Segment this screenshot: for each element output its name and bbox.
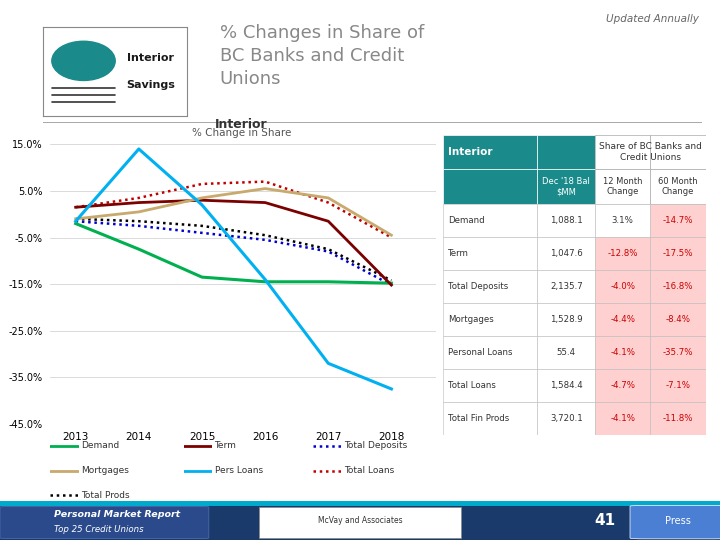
Text: 1,584.4: 1,584.4 [550,381,582,390]
Bar [537,402,595,435]
Text: -14.7%: -14.7% [662,216,693,225]
Text: 55.4: 55.4 [557,348,576,357]
Bar [595,170,650,204]
Text: Interior: Interior [127,53,174,63]
Text: 2,135.7: 2,135.7 [550,282,582,291]
Bar [537,204,595,237]
Text: -8.4%: -8.4% [665,315,690,324]
Text: Share of BC Banks and
Credit Unions: Share of BC Banks and Credit Unions [599,143,702,162]
Text: -4.0%: -4.0% [611,282,635,291]
Bar [650,270,706,303]
Text: 3,720.1: 3,720.1 [550,414,582,423]
Text: -12.8%: -12.8% [608,249,638,258]
Text: 3.1%: 3.1% [612,216,634,225]
Text: -4.4%: -4.4% [611,315,635,324]
Bar [537,270,595,303]
Bar [595,135,650,170]
Text: -4.1%: -4.1% [611,348,635,357]
Text: Pers Loans: Pers Loans [215,467,263,475]
Bar [650,170,706,204]
Text: 1,088.1: 1,088.1 [550,216,582,225]
Text: Top 25 Credit Unions: Top 25 Credit Unions [54,525,143,534]
Bar [443,369,537,402]
Text: Personal Market Report: Personal Market Report [54,510,180,519]
Text: Press: Press [665,516,691,525]
Text: Term: Term [448,249,469,258]
Bar [443,170,537,204]
Text: 60 Month
Change: 60 Month Change [658,177,698,197]
Text: -11.8%: -11.8% [662,414,693,423]
FancyBboxPatch shape [259,507,461,538]
FancyBboxPatch shape [0,507,209,538]
Bar [443,303,537,336]
Bar [650,336,706,369]
Text: Total Loans: Total Loans [344,467,395,475]
Bar [537,135,595,170]
Text: Updated Annually: Updated Annually [606,14,698,24]
Bar [443,336,537,369]
Text: 12 Month
Change: 12 Month Change [603,177,642,197]
Text: Mortgages: Mortgages [81,467,129,475]
Text: Interior: Interior [215,118,268,131]
Text: Personal Loans: Personal Loans [448,348,513,357]
Bar [595,303,650,336]
Text: -4.1%: -4.1% [611,414,635,423]
Bar [595,336,650,369]
Text: Total Loans: Total Loans [448,381,496,390]
Bar [595,369,650,402]
Text: Total Prods: Total Prods [81,491,130,500]
Bar [650,135,706,170]
Text: 41: 41 [594,513,616,528]
Bar [537,303,595,336]
Text: Demand: Demand [448,216,485,225]
Text: 1,047.6: 1,047.6 [550,249,582,258]
Bar [650,204,706,237]
Bar [595,204,650,237]
Bar [595,402,650,435]
Text: 1,528.9: 1,528.9 [550,315,582,324]
Bar [537,237,595,270]
Text: McVay and Associates: McVay and Associates [318,516,402,525]
Text: Total Deposits: Total Deposits [344,441,408,450]
Bar [650,237,706,270]
Bar [595,237,650,270]
Bar [537,369,595,402]
Bar [595,270,650,303]
Text: Term: Term [215,441,236,450]
Bar [443,237,537,270]
Text: -7.1%: -7.1% [665,381,690,390]
Text: -4.7%: -4.7% [611,381,635,390]
Bar [443,402,537,435]
Text: Total Fin Prods: Total Fin Prods [448,414,509,423]
Text: Total Deposits: Total Deposits [448,282,508,291]
FancyBboxPatch shape [630,505,720,539]
Text: % Change in Share: % Change in Share [192,127,291,138]
Bar [443,204,537,237]
Text: Interior: Interior [448,147,492,157]
Circle shape [52,41,115,80]
Text: -17.5%: -17.5% [662,249,693,258]
Bar [650,303,706,336]
Text: -16.8%: -16.8% [662,282,693,291]
Bar [650,369,706,402]
Text: % Changes in Share of
BC Banks and Credit
Unions: % Changes in Share of BC Banks and Credi… [220,24,424,88]
Bar [443,270,537,303]
Bar [650,402,706,435]
Bar [0,501,720,506]
Text: Dec '18 Bal
$MM: Dec '18 Bal $MM [542,177,590,197]
Bar [537,170,595,204]
Text: Demand: Demand [81,441,120,450]
Text: -35.7%: -35.7% [662,348,693,357]
Text: Mortgages: Mortgages [448,315,494,324]
Bar [537,336,595,369]
Text: Savings: Savings [127,80,176,90]
Bar [443,135,537,170]
